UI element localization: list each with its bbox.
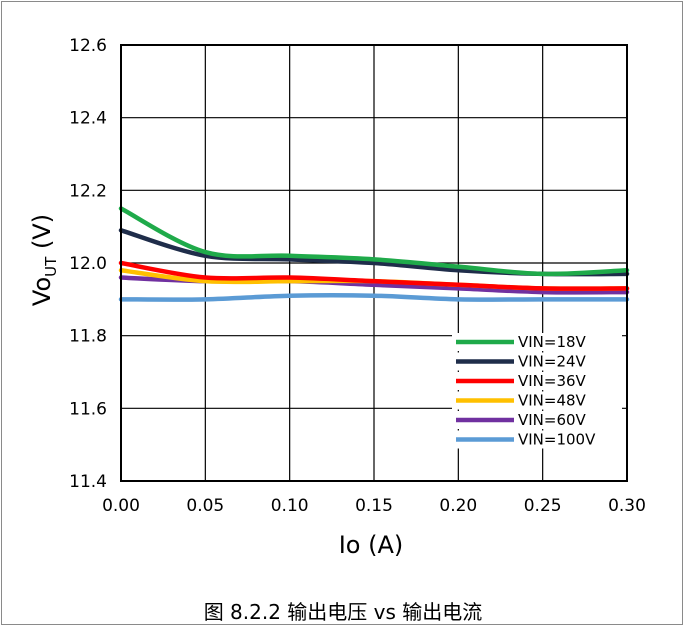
x-tick-label: 0.10 — [271, 496, 309, 516]
x-tick-label: 0.25 — [524, 496, 562, 516]
series-lines — [118, 206, 630, 302]
legend-label: VIN=24V — [518, 353, 587, 371]
x-tick-label: 0.30 — [608, 496, 646, 516]
legend-entry-bg — [452, 372, 622, 390]
series-line — [118, 292, 630, 302]
legend-entry-bg — [452, 333, 622, 351]
x-tick-labels: 0.00 0.05 0.10 0.15 0.20 0.25 0.30 — [102, 496, 646, 516]
figure-caption: 图 8.2.2 输出电压 vs 输出电流 — [203, 600, 483, 624]
series-line — [118, 260, 630, 291]
y-tick-label: 11.8 — [69, 327, 107, 347]
y-tick-labels: 11.4 11.6 11.8 12.0 12.2 12.4 12.6 — [69, 36, 107, 492]
x-axis-label: Io (A) — [339, 531, 404, 559]
legend-entry-bg — [452, 391, 622, 410]
legend-entry-bg — [452, 430, 622, 449]
x-tick-label: 0.15 — [355, 496, 393, 516]
legend-label: VIN=60V — [518, 411, 587, 429]
y-tick-label: 12.6 — [69, 36, 107, 56]
series-line — [118, 206, 630, 277]
y-tick-label: 11.4 — [69, 472, 107, 492]
line-chart: 0.00 0.05 0.10 0.15 0.20 0.25 0.30 11.411.611.… — [28, 36, 646, 559]
legend-label: VIN=36V — [518, 372, 587, 390]
x-tick-label: 0.20 — [439, 496, 477, 516]
legend-entry-bg — [452, 352, 622, 371]
plot-border — [120, 44, 628, 482]
legend-entry-bg — [452, 411, 622, 429]
legend-label: VIN=18V — [518, 333, 587, 351]
y-axis-label: VoUT (V) — [28, 214, 60, 306]
y-tick-label: 12.4 — [69, 109, 107, 129]
y-tick-label: 12.2 — [69, 181, 107, 201]
legend-label: VIN=48V — [518, 392, 587, 410]
x-tick-label: 0.05 — [186, 496, 224, 516]
y-tick-label: 12.0 — [69, 254, 107, 274]
x-tick-label: 0.00 — [102, 496, 140, 516]
legend-label: VIN=100V — [518, 431, 596, 449]
y-tick-label: 11.6 — [69, 399, 107, 419]
